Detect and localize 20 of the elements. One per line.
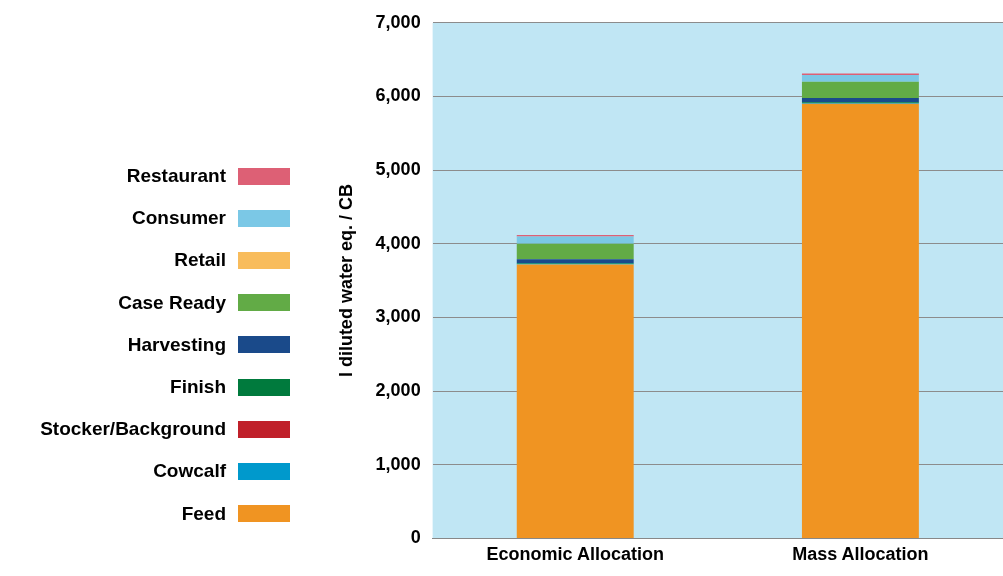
legend-label: Retail (174, 249, 226, 272)
y-tick-label: 7,000 (375, 11, 421, 32)
y-tick-label: 4,000 (375, 232, 421, 253)
y-tick-label: 5,000 (375, 159, 421, 180)
y-axis-title: l diluted water eq. / CB (335, 184, 356, 378)
legend-label: Finish (170, 376, 226, 399)
legend-label: Stocker/Background (40, 418, 226, 441)
y-tick-label: 3,000 (375, 306, 421, 327)
legend-label: Cowcalf (153, 460, 226, 483)
x-tick-label: Mass Allocation (792, 544, 929, 565)
legend-label: Case Ready (118, 291, 226, 314)
y-tick-label: 6,000 (375, 85, 421, 106)
legend-label: Restaurant (126, 165, 226, 188)
legend-label: Consumer (132, 207, 226, 230)
x-tick-label: Economic Allocation (486, 544, 664, 565)
y-tick-label: 2,000 (375, 380, 421, 401)
legend-label: Harvesting (127, 333, 226, 356)
y-tick-label: 0 (410, 527, 421, 548)
legend-label: Feed (181, 502, 226, 525)
y-tick-label: 1,000 (375, 453, 421, 474)
